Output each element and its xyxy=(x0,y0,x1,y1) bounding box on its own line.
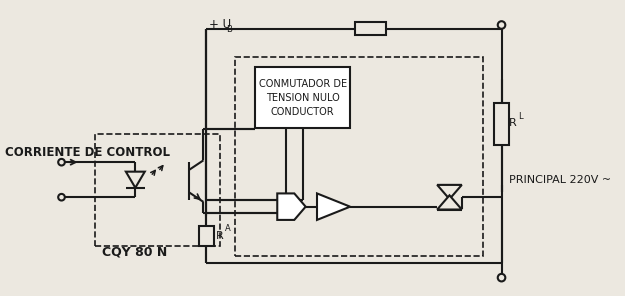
Bar xyxy=(94,134,219,246)
Text: CONMUTADOR DE: CONMUTADOR DE xyxy=(259,79,347,89)
Text: CONDUCTOR: CONDUCTOR xyxy=(271,107,334,117)
Text: B: B xyxy=(226,25,232,34)
Bar xyxy=(199,226,214,246)
Text: CQY 80 N: CQY 80 N xyxy=(102,246,168,259)
Polygon shape xyxy=(437,185,462,199)
Bar xyxy=(256,67,350,128)
Text: PRINCIPAL 220V ~: PRINCIPAL 220V ~ xyxy=(509,175,611,185)
Polygon shape xyxy=(126,172,145,188)
Text: R: R xyxy=(216,231,224,241)
Circle shape xyxy=(498,274,506,281)
Bar xyxy=(494,103,509,145)
Text: CORRIENTE DE CONTROL: CORRIENTE DE CONTROL xyxy=(5,146,170,159)
Circle shape xyxy=(58,194,65,200)
Polygon shape xyxy=(317,193,350,220)
Text: TENSION NULO: TENSION NULO xyxy=(266,93,339,103)
Text: L: L xyxy=(519,112,523,120)
Bar xyxy=(234,57,482,256)
Polygon shape xyxy=(437,195,462,210)
Text: R: R xyxy=(509,118,517,128)
Circle shape xyxy=(58,159,65,165)
Text: + U: + U xyxy=(209,18,231,31)
Circle shape xyxy=(498,21,506,29)
Text: A: A xyxy=(225,224,231,233)
Bar xyxy=(355,22,386,36)
Polygon shape xyxy=(278,193,306,220)
